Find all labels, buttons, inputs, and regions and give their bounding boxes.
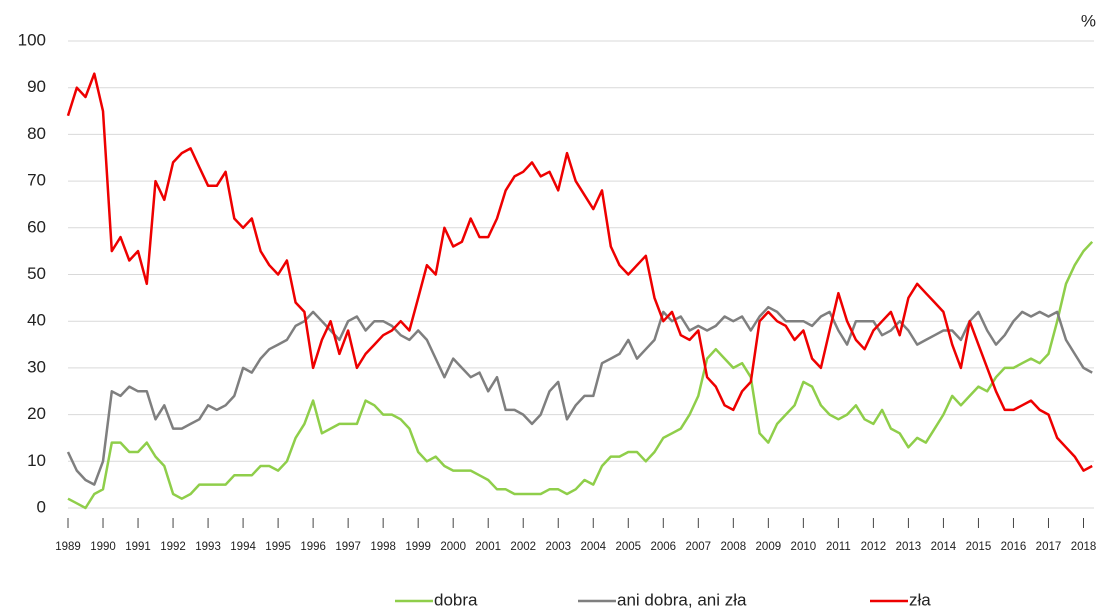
x-tick-label: 2018 — [1071, 541, 1097, 553]
x-tick-label: 1999 — [405, 541, 431, 553]
x-tick-label: 2005 — [615, 541, 641, 553]
y-tick-label: 30 — [27, 357, 46, 376]
series-line — [66, 72, 1093, 472]
x-tick-label: 2016 — [1001, 541, 1027, 553]
y-tick-label: 20 — [27, 404, 46, 423]
x-tick-label: 1989 — [55, 541, 81, 553]
y-tick-label: 90 — [27, 77, 46, 96]
legend-label: zła — [909, 590, 931, 609]
x-tick-label: 1994 — [230, 541, 256, 553]
x-tick-label: 2000 — [440, 541, 466, 553]
x-tick-label: 1995 — [265, 541, 291, 553]
x-tick-label: 1992 — [160, 541, 186, 553]
x-tick-label: 1998 — [370, 541, 396, 553]
series-line — [67, 240, 1094, 510]
x-tick-label: 2010 — [791, 541, 817, 553]
x-tick-label: 2017 — [1036, 541, 1062, 553]
y-tick-label: 60 — [27, 217, 46, 236]
x-tick-label: 1993 — [195, 541, 221, 553]
x-tick-label: 2007 — [686, 541, 712, 553]
unit-label: % — [1081, 11, 1096, 30]
x-tick-label: 2008 — [721, 541, 747, 553]
x-tick-label: 1996 — [300, 541, 326, 553]
x-tick-label: 2013 — [896, 541, 922, 553]
x-tick-label: 1990 — [90, 541, 116, 553]
x-tick-label: 2012 — [861, 541, 887, 553]
x-tick-label: 2006 — [650, 541, 676, 553]
x-tick-label: 2002 — [510, 541, 536, 553]
y-tick-label: 100 — [18, 30, 46, 49]
x-tick-label: 1991 — [125, 541, 151, 553]
legend-label: ani dobra, ani zła — [617, 590, 747, 609]
x-tick-label: 2015 — [966, 541, 992, 553]
x-tick-label: 2009 — [756, 541, 782, 553]
y-tick-label: 50 — [27, 264, 46, 283]
x-tick-label: 2011 — [826, 541, 851, 553]
y-tick-label: 10 — [27, 451, 46, 470]
x-tick-label: 2014 — [931, 541, 957, 553]
y-tick-label: 40 — [27, 311, 46, 330]
legend-label: dobra — [434, 590, 478, 609]
y-tick-label: 70 — [27, 171, 46, 190]
x-tick-label: 2004 — [580, 541, 606, 553]
x-tick-label: 2001 — [475, 541, 501, 553]
series-line — [66, 305, 1093, 486]
x-tick-label: 1997 — [335, 541, 361, 553]
y-tick-label: 80 — [27, 124, 46, 143]
y-tick-label: 0 — [37, 497, 46, 516]
x-tick-label: 2003 — [545, 541, 571, 553]
